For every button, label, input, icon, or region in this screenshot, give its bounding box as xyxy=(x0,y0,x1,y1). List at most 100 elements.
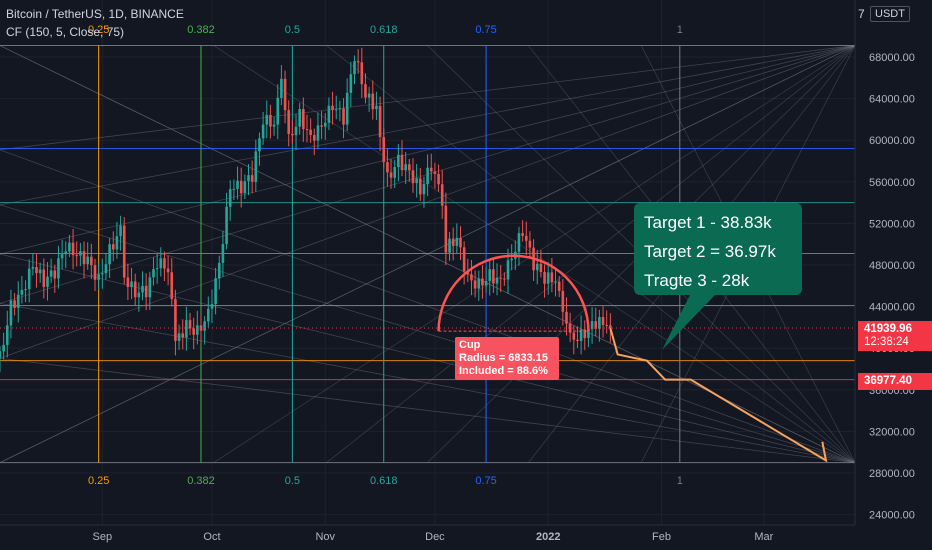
candle-body xyxy=(334,109,338,111)
candle-body xyxy=(349,74,353,93)
time-axis-bg xyxy=(0,525,932,550)
time-tick-label: Mar xyxy=(754,531,773,543)
candle-body xyxy=(342,108,345,125)
candle-body xyxy=(378,105,382,138)
fan-line xyxy=(0,45,856,151)
price-tick-label: 48000.00 xyxy=(869,260,915,272)
candle-body xyxy=(418,178,422,195)
fan-line xyxy=(0,45,856,463)
candle-body xyxy=(111,244,115,250)
currency-prefix: 7 xyxy=(858,7,865,21)
candle-body xyxy=(338,108,342,110)
callout-target-1: Target 1 - 38.83k xyxy=(644,213,772,232)
candle-body xyxy=(331,105,334,111)
candle-body xyxy=(181,333,185,338)
fan-line xyxy=(0,149,856,463)
time-tick-label: Oct xyxy=(203,531,220,543)
candle-body xyxy=(309,129,312,135)
candle-body xyxy=(521,233,524,236)
candle-body xyxy=(196,325,199,335)
candle-body xyxy=(353,61,356,75)
candle-body xyxy=(53,270,57,279)
candle-body xyxy=(550,272,554,283)
horizontal-levels xyxy=(0,45,855,464)
target-price-tag: 36977.40 xyxy=(858,373,932,390)
candle-body xyxy=(228,189,232,207)
candle-body xyxy=(141,285,144,293)
candle-body xyxy=(572,332,576,340)
candle-body xyxy=(192,328,195,335)
candle-body xyxy=(90,256,93,266)
candle-body xyxy=(115,236,119,250)
candle-body xyxy=(470,274,473,281)
candle-body xyxy=(294,126,298,136)
indicator-legend[interactable]: CF (150, 5, Close, 75) xyxy=(6,25,125,39)
candle-body xyxy=(448,238,451,253)
candles xyxy=(0,47,612,373)
projection-path xyxy=(609,327,828,463)
candle-body xyxy=(272,124,276,127)
price-axis-bg xyxy=(855,0,932,550)
overlays xyxy=(0,254,855,463)
candle-body xyxy=(20,289,24,295)
candle-body xyxy=(225,206,228,245)
time-tick-label: Feb xyxy=(652,531,671,543)
candle-body xyxy=(440,184,444,206)
candle-body xyxy=(207,308,210,322)
candle-body xyxy=(82,251,86,265)
symbol-title[interactable]: Bitcoin / TetherUS, 1D, BINANCE xyxy=(6,7,184,21)
candle-body xyxy=(312,135,316,141)
fib-time-label: 1 xyxy=(677,24,683,36)
fib-time-label: 0.382 xyxy=(187,475,215,487)
candle-body xyxy=(126,277,130,287)
candle-body xyxy=(565,311,568,324)
candle-body xyxy=(367,93,371,98)
candle-body xyxy=(49,270,53,277)
candle-body xyxy=(163,258,166,269)
candle-body xyxy=(177,333,181,341)
candle-body xyxy=(473,280,477,289)
candle-body xyxy=(42,269,46,287)
candle-body xyxy=(499,277,502,279)
candle-body xyxy=(210,304,214,309)
candle-body xyxy=(579,329,583,341)
targets-callout[interactable]: Target 1 - 38.83k Target 2 = 36.97k Trag… xyxy=(634,203,802,295)
candle-body xyxy=(356,61,360,63)
candle-body xyxy=(291,133,294,136)
currency-badge[interactable]: USDT xyxy=(870,6,910,22)
candle-body xyxy=(104,264,108,274)
candle-body xyxy=(320,125,323,127)
candle-body xyxy=(269,114,272,127)
candle-body xyxy=(155,268,159,270)
last-price-value: 41939.96 xyxy=(864,323,912,335)
time-tick-label: Nov xyxy=(315,531,335,543)
candle-body xyxy=(345,92,349,125)
fib-time-label: 0.618 xyxy=(370,475,398,487)
candle-body xyxy=(484,281,488,286)
candle-body xyxy=(323,122,327,127)
candle-body xyxy=(422,184,426,195)
candle-body xyxy=(590,321,594,330)
cup-pattern-label[interactable]: Cup Radius = 6833.15 Included = 88.6% xyxy=(455,337,559,380)
candle-body xyxy=(444,205,448,253)
candle-body xyxy=(130,281,133,287)
price-tick-label: 28000.00 xyxy=(869,468,915,480)
price-tick-label: 60000.00 xyxy=(869,135,915,147)
cup-radius: Radius = 6833.15 xyxy=(459,352,548,364)
candle-body xyxy=(433,171,437,174)
candle-body xyxy=(64,251,68,255)
candle-body xyxy=(0,351,2,358)
candle-body xyxy=(79,251,82,256)
candle-body xyxy=(236,180,239,189)
fib-time-label: 1 xyxy=(677,475,683,487)
candle-body xyxy=(554,281,557,283)
time-tick-label: Dec xyxy=(425,531,445,543)
candle-body xyxy=(203,321,206,331)
fan-line xyxy=(0,45,856,206)
fib-time-label: 0.75 xyxy=(475,24,496,36)
cup-title: Cup xyxy=(459,339,481,351)
candle-body xyxy=(397,154,400,167)
candle-body xyxy=(174,299,177,341)
candle-body xyxy=(404,164,407,171)
